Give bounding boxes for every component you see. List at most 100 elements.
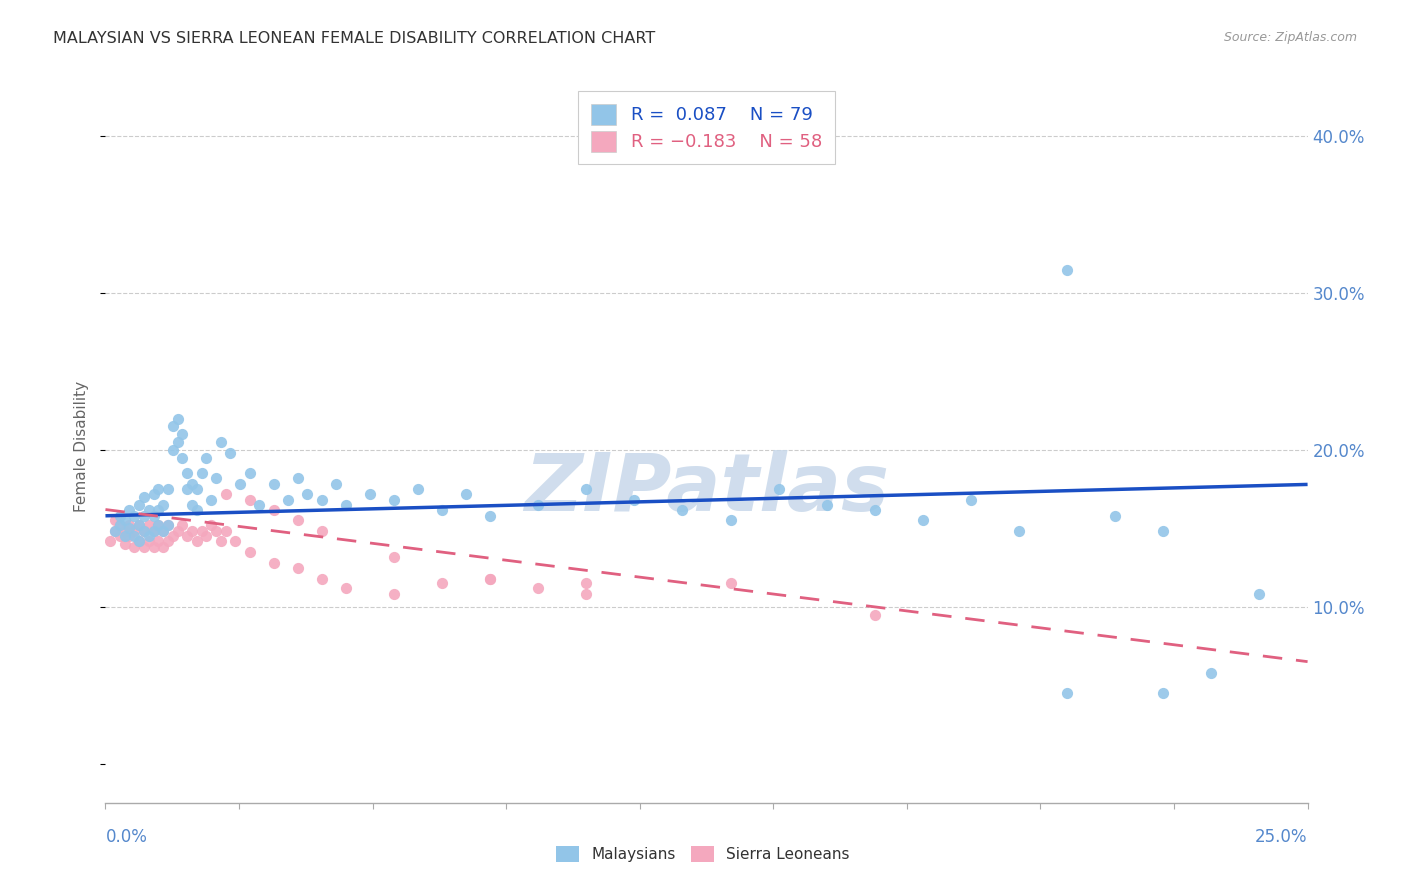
- Point: [152, 524, 174, 539]
- Point: [214, 524, 236, 539]
- Point: [263, 477, 285, 491]
- Point: [229, 477, 252, 491]
- Point: [195, 529, 218, 543]
- Point: [768, 482, 790, 496]
- Point: [166, 435, 188, 450]
- Point: [138, 529, 160, 543]
- Point: [219, 446, 242, 460]
- Point: [156, 518, 179, 533]
- Point: [128, 498, 150, 512]
- Point: [195, 450, 218, 465]
- Point: [132, 540, 155, 554]
- Point: [479, 572, 502, 586]
- Text: Source: ZipAtlas.com: Source: ZipAtlas.com: [1223, 31, 1357, 45]
- Point: [148, 502, 170, 516]
- Point: [108, 508, 131, 523]
- Point: [205, 471, 228, 485]
- Point: [114, 514, 136, 528]
- Point: [190, 467, 212, 481]
- Point: [1056, 262, 1078, 277]
- Point: [132, 524, 155, 539]
- Point: [186, 533, 208, 548]
- Point: [209, 435, 232, 450]
- Point: [720, 514, 742, 528]
- Point: [114, 524, 136, 539]
- Point: [359, 487, 381, 501]
- Point: [311, 493, 333, 508]
- Point: [181, 498, 204, 512]
- Point: [172, 450, 194, 465]
- Point: [209, 533, 232, 548]
- Text: MALAYSIAN VS SIERRA LEONEAN FEMALE DISABILITY CORRELATION CHART: MALAYSIAN VS SIERRA LEONEAN FEMALE DISAB…: [53, 31, 655, 46]
- Point: [152, 540, 174, 554]
- Point: [176, 467, 198, 481]
- Point: [205, 524, 228, 539]
- Point: [239, 545, 262, 559]
- Point: [176, 529, 198, 543]
- Y-axis label: Female Disability: Female Disability: [75, 380, 90, 512]
- Point: [162, 529, 184, 543]
- Point: [128, 518, 150, 533]
- Point: [152, 524, 174, 539]
- Point: [142, 524, 165, 539]
- Point: [108, 529, 131, 543]
- Point: [128, 533, 150, 548]
- Point: [166, 524, 188, 539]
- Legend: Malaysians, Sierra Leoneans: Malaysians, Sierra Leoneans: [550, 840, 856, 868]
- Point: [186, 482, 208, 496]
- Point: [454, 487, 477, 501]
- Point: [214, 487, 236, 501]
- Point: [128, 533, 150, 548]
- Point: [527, 581, 550, 595]
- Point: [124, 508, 146, 523]
- Point: [142, 524, 165, 539]
- Point: [108, 518, 131, 533]
- Point: [162, 442, 184, 457]
- Point: [311, 524, 333, 539]
- Point: [104, 514, 127, 528]
- Point: [263, 556, 285, 570]
- Point: [166, 411, 188, 425]
- Point: [128, 518, 150, 533]
- Point: [575, 587, 598, 601]
- Point: [863, 607, 886, 622]
- Legend: R =  0.087    N = 79, R = −0.183    N = 58: R = 0.087 N = 79, R = −0.183 N = 58: [578, 91, 835, 164]
- Point: [815, 498, 838, 512]
- Point: [172, 427, 194, 442]
- Text: ZIPatlas: ZIPatlas: [524, 450, 889, 528]
- Point: [152, 498, 174, 512]
- Point: [156, 533, 179, 548]
- Point: [172, 518, 194, 533]
- Point: [190, 524, 212, 539]
- Point: [181, 477, 204, 491]
- Point: [575, 482, 598, 496]
- Point: [277, 493, 299, 508]
- Point: [911, 514, 934, 528]
- Point: [108, 518, 131, 533]
- Point: [430, 576, 453, 591]
- Point: [118, 518, 141, 533]
- Point: [132, 490, 155, 504]
- Point: [138, 533, 160, 548]
- Point: [527, 498, 550, 512]
- Point: [671, 502, 693, 516]
- Point: [181, 524, 204, 539]
- Point: [1104, 508, 1126, 523]
- Point: [98, 533, 121, 548]
- Point: [479, 572, 502, 586]
- Point: [148, 533, 170, 548]
- Point: [247, 498, 270, 512]
- Point: [1008, 524, 1031, 539]
- Point: [176, 482, 198, 496]
- Point: [118, 502, 141, 516]
- Point: [430, 502, 453, 516]
- Point: [1056, 686, 1078, 700]
- Point: [118, 529, 141, 543]
- Point: [406, 482, 429, 496]
- Point: [287, 560, 309, 574]
- Point: [325, 477, 347, 491]
- Point: [1152, 686, 1174, 700]
- Point: [142, 540, 165, 554]
- Point: [263, 502, 285, 516]
- Point: [239, 493, 262, 508]
